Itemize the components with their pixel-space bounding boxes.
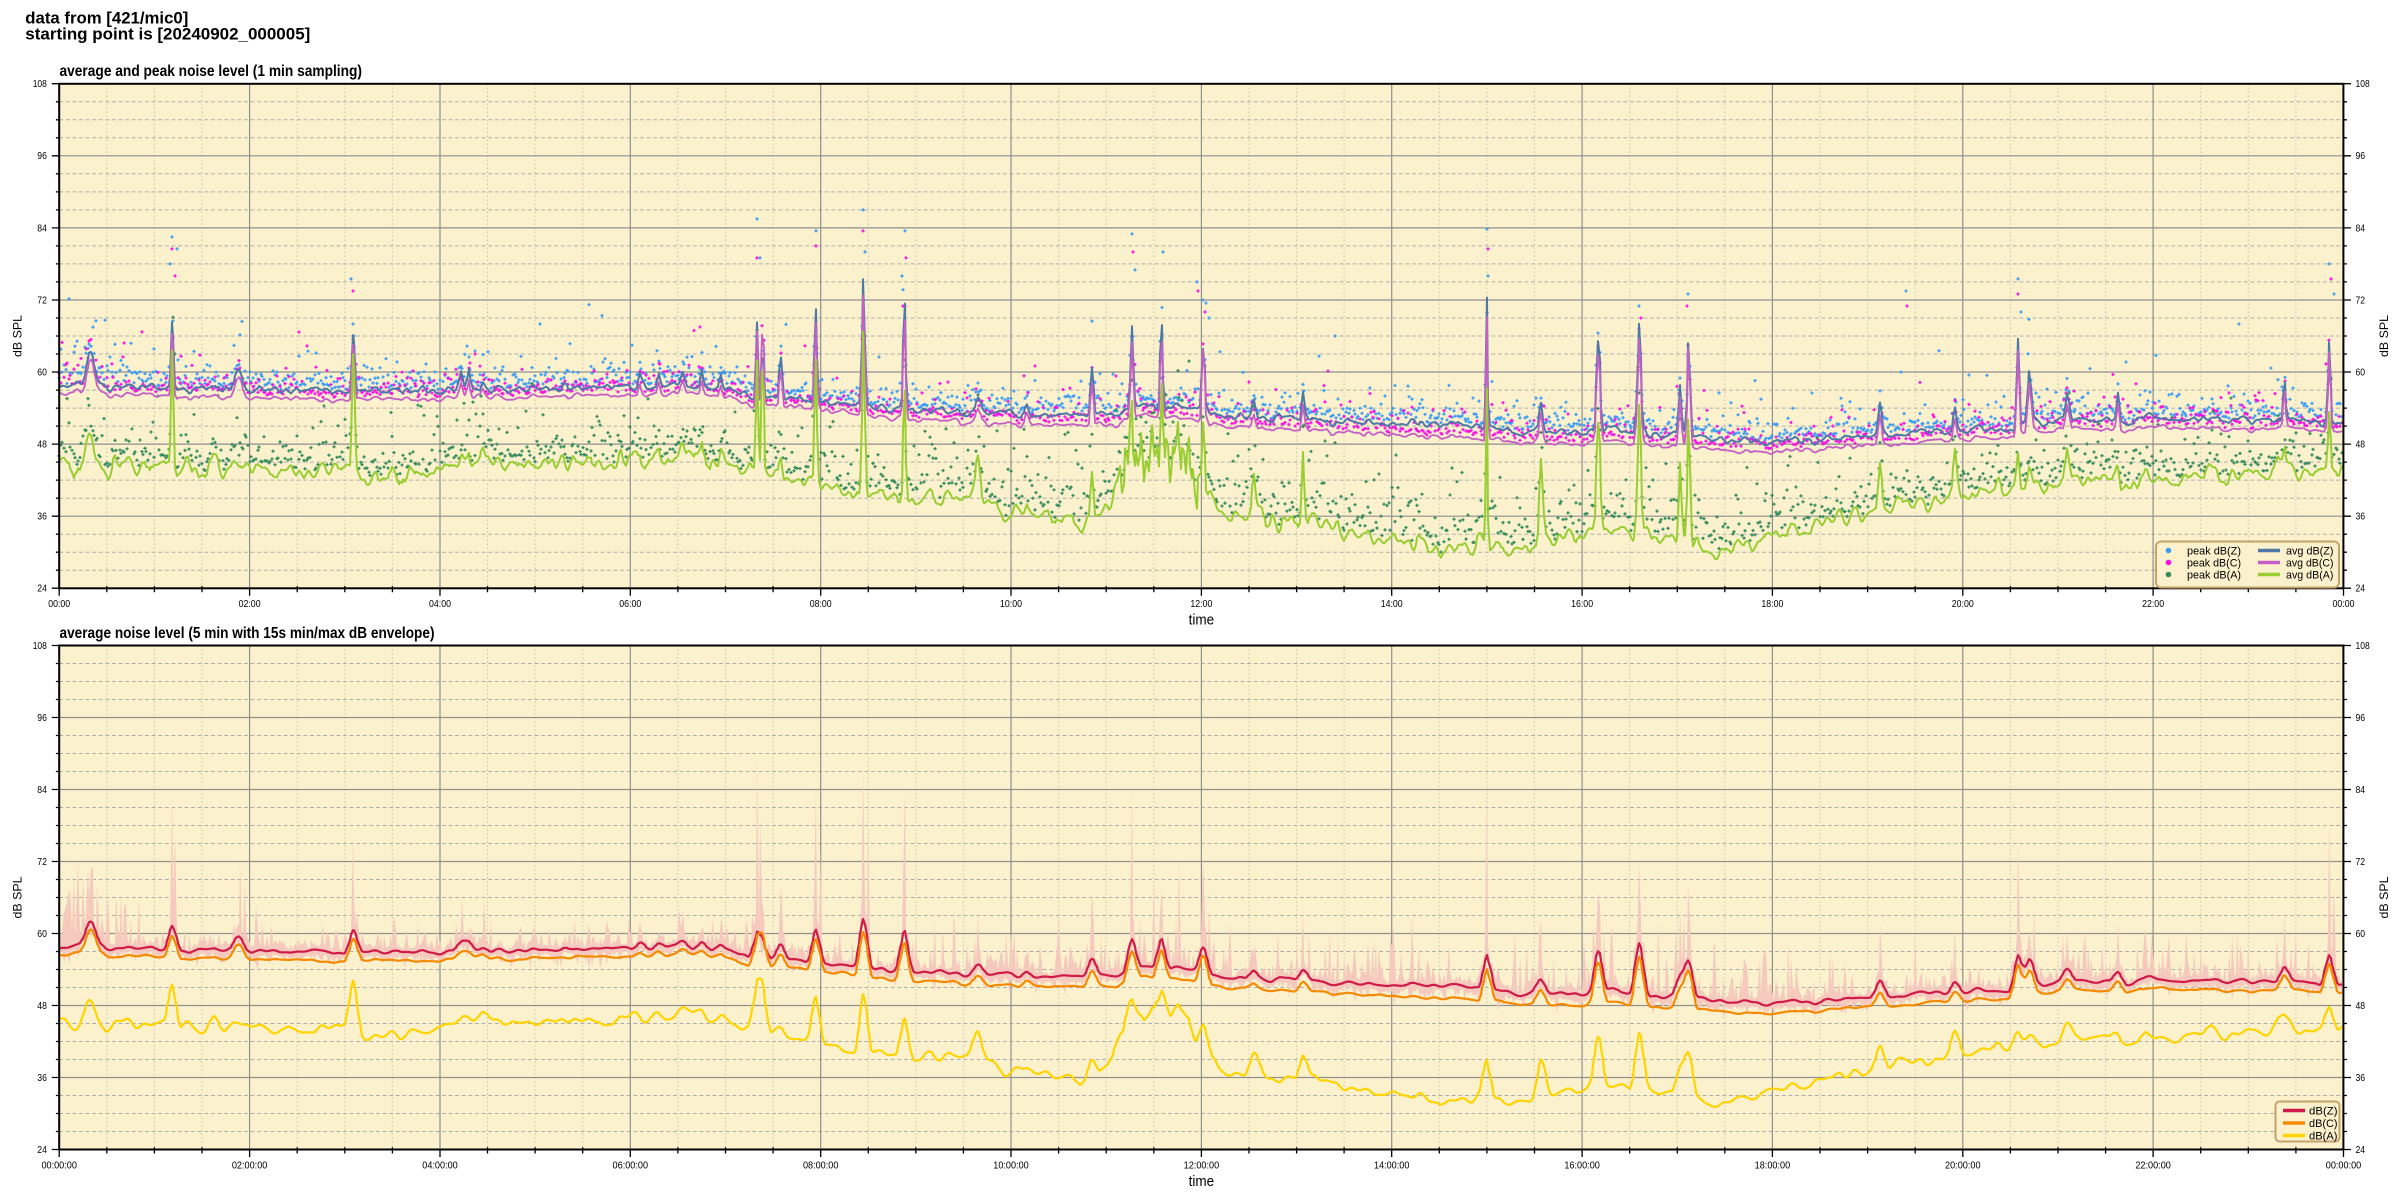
svg-text:96: 96 [37, 713, 47, 724]
svg-text:36: 36 [2356, 1073, 2366, 1084]
svg-text:96: 96 [37, 151, 47, 162]
svg-text:peak dB(A): peak dB(A) [2187, 569, 2241, 581]
svg-text:dB SPL: dB SPL [2378, 314, 2391, 357]
svg-text:14:00:00: 14:00:00 [1374, 1160, 1410, 1171]
svg-text:00:00:00: 00:00:00 [41, 1160, 77, 1171]
svg-text:dB SPL: dB SPL [12, 876, 25, 919]
svg-text:72: 72 [2356, 295, 2366, 306]
svg-text:48: 48 [2356, 1001, 2366, 1012]
svg-text:72: 72 [2356, 857, 2366, 868]
svg-text:24: 24 [37, 1145, 47, 1156]
svg-text:18:00:00: 18:00:00 [1755, 1160, 1791, 1171]
svg-text:84: 84 [37, 785, 47, 796]
svg-text:00:00: 00:00 [2333, 599, 2355, 610]
svg-text:60: 60 [2356, 367, 2366, 378]
svg-text:02:00:00: 02:00:00 [232, 1160, 268, 1171]
svg-text:20:00:00: 20:00:00 [1945, 1160, 1981, 1171]
svg-text:dB(A): dB(A) [2309, 1130, 2338, 1142]
svg-text:48: 48 [2356, 440, 2366, 451]
svg-text:08:00:00: 08:00:00 [803, 1160, 839, 1171]
svg-text:peak dB(C): peak dB(C) [2187, 557, 2241, 569]
svg-text:36: 36 [37, 512, 47, 523]
svg-text:14:00: 14:00 [1381, 599, 1403, 610]
svg-text:avg dB(C): avg dB(C) [2286, 557, 2334, 569]
svg-text:12:00: 12:00 [1190, 599, 1212, 610]
svg-text:08:00: 08:00 [810, 599, 832, 610]
svg-text:dB(Z): dB(Z) [2309, 1105, 2338, 1117]
svg-text:06:00: 06:00 [619, 599, 641, 610]
svg-text:24: 24 [2356, 1145, 2366, 1156]
svg-text:starting point is [20240902_00: starting point is [20240902_000005] [25, 25, 310, 43]
svg-text:60: 60 [37, 929, 47, 940]
svg-text:data from [421/mic0]: data from [421/mic0] [25, 10, 188, 28]
svg-text:16:00:00: 16:00:00 [1564, 1160, 1600, 1171]
svg-text:00:00:00: 00:00:00 [2326, 1160, 2362, 1171]
svg-text:20:00: 20:00 [1952, 599, 1974, 610]
svg-text:10:00:00: 10:00:00 [993, 1160, 1029, 1171]
svg-text:18:00: 18:00 [1761, 599, 1783, 610]
svg-text:22:00: 22:00 [2142, 599, 2164, 610]
svg-text:time: time [1189, 1173, 1215, 1190]
svg-text:72: 72 [37, 295, 47, 306]
svg-text:48: 48 [37, 1001, 47, 1012]
svg-text:108: 108 [33, 79, 48, 90]
svg-text:16:00: 16:00 [1571, 599, 1593, 610]
svg-text:96: 96 [2356, 713, 2366, 724]
svg-text:108: 108 [2356, 79, 2371, 90]
svg-text:average noise level (5 min wit: average noise level (5 min with 15s min/… [60, 625, 435, 642]
svg-text:time: time [1189, 612, 1215, 629]
svg-text:24: 24 [2356, 584, 2366, 595]
svg-text:12:00:00: 12:00:00 [1184, 1160, 1220, 1171]
svg-text:24: 24 [37, 584, 47, 595]
svg-text:108: 108 [33, 641, 48, 652]
svg-text:average and peak noise level (: average and peak noise level (1 min samp… [60, 63, 363, 80]
svg-text:04:00: 04:00 [429, 599, 451, 610]
svg-text:06:00:00: 06:00:00 [613, 1160, 649, 1171]
svg-text:dB SPL: dB SPL [2378, 876, 2391, 919]
svg-text:48: 48 [37, 440, 47, 451]
svg-text:avg dB(A): avg dB(A) [2286, 569, 2334, 581]
svg-text:36: 36 [37, 1073, 47, 1084]
svg-text:72: 72 [37, 857, 47, 868]
svg-text:avg dB(Z): avg dB(Z) [2286, 545, 2334, 557]
svg-text:dB(C): dB(C) [2309, 1118, 2338, 1130]
svg-text:84: 84 [37, 223, 47, 234]
svg-text:36: 36 [2356, 512, 2366, 523]
svg-text:00:00: 00:00 [48, 599, 70, 610]
svg-text:peak dB(Z): peak dB(Z) [2187, 545, 2241, 557]
svg-text:22:00:00: 22:00:00 [2135, 1160, 2171, 1171]
svg-text:60: 60 [2356, 929, 2366, 940]
svg-text:108: 108 [2356, 641, 2371, 652]
svg-text:96: 96 [2356, 151, 2366, 162]
svg-text:60: 60 [37, 367, 47, 378]
svg-text:84: 84 [2356, 223, 2366, 234]
svg-text:04:00:00: 04:00:00 [422, 1160, 458, 1171]
svg-text:10:00: 10:00 [1000, 599, 1022, 610]
svg-text:02:00: 02:00 [239, 599, 261, 610]
svg-text:84: 84 [2356, 785, 2366, 796]
svg-text:dB SPL: dB SPL [12, 314, 25, 357]
